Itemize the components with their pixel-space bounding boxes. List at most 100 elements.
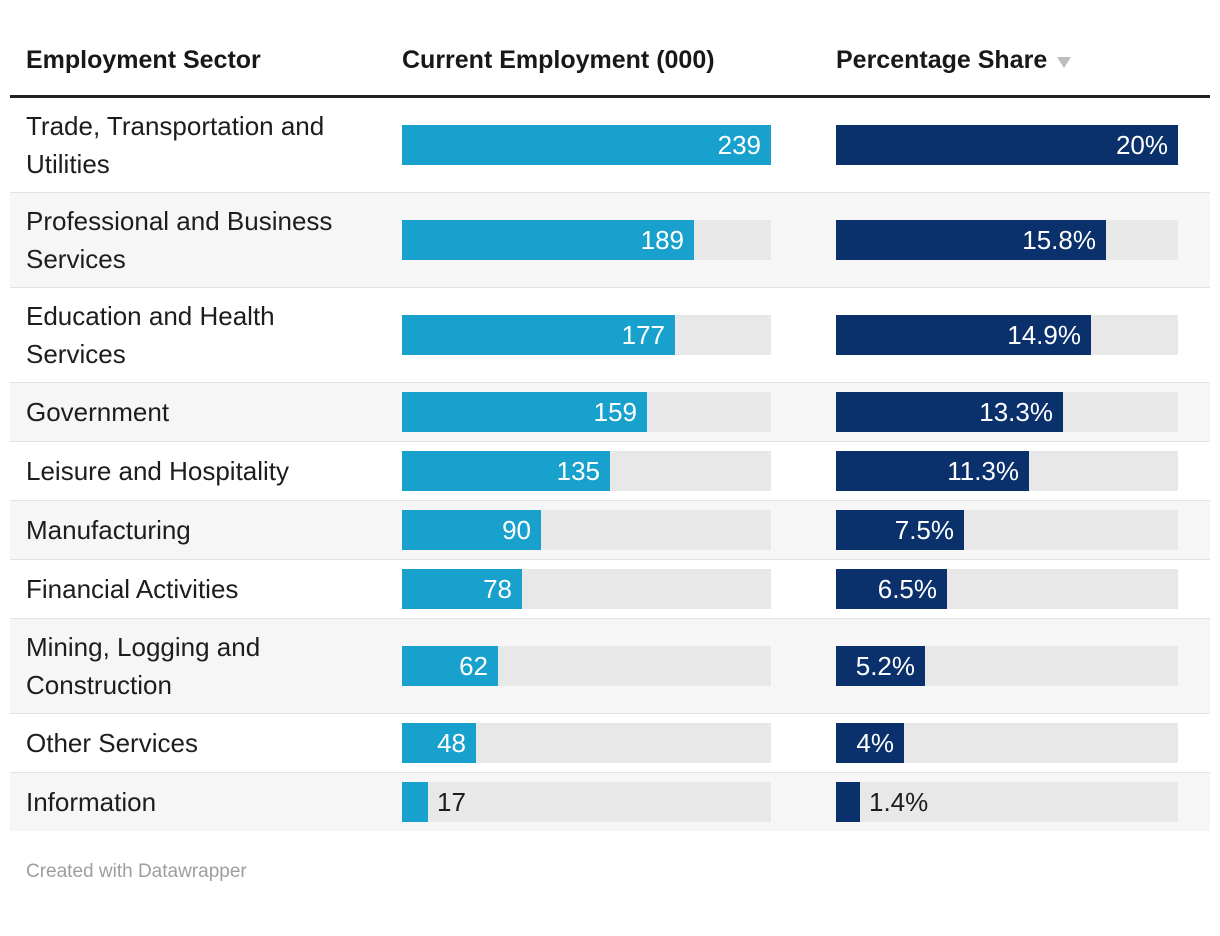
table-row: Professional and Business Services 189 1… [10,192,1210,287]
employment-cell: 62 [386,646,820,686]
table-row: Leisure and Hospitality 135 11.3% [10,441,1210,500]
employment-bar: 239 [402,125,771,165]
share-bar-track: 15.8% [836,220,1178,260]
employment-bar-track: 159 [402,392,771,432]
share-value: 14.9% [1007,319,1081,350]
employment-bar: 177 [402,315,675,355]
employment-bar-track: 189 [402,220,771,260]
employment-bar: 135 [402,451,610,491]
sector-label: Other Services [26,728,198,758]
employment-cell: 239 [386,125,820,165]
employment-bar: 90 [402,510,541,550]
share-bar-track: 20% [836,125,1178,165]
sector-label: Manufacturing [26,515,191,545]
employment-cell: 159 [386,392,820,432]
table-header: Employment Sector Current Employment (00… [10,0,1210,98]
table-row: Education and Health Services 177 14.9% [10,287,1210,382]
share-value: 13.3% [979,396,1053,427]
column-header-share[interactable]: Percentage Share [820,45,1210,95]
share-cell: 15.8% [820,220,1210,260]
share-bar-track: 14.9% [836,315,1178,355]
employment-bar [402,782,428,822]
share-cell: 20% [820,125,1210,165]
share-cell: 6.5% [820,569,1210,609]
share-bar-track: 1.4% [836,782,1178,822]
employment-cell: 17 [386,782,820,822]
employment-value: 177 [621,319,665,350]
employment-cell: 189 [386,220,820,260]
column-header-share-label: Percentage Share [836,46,1048,74]
employment-value: 189 [640,224,684,255]
employment-bar-track: 177 [402,315,771,355]
employment-bar: 62 [402,646,498,686]
share-bar-track: 7.5% [836,510,1178,550]
share-value: 11.3% [947,455,1019,486]
share-cell: 1.4% [820,782,1210,822]
share-bar: 15.8% [836,220,1106,260]
table-row: Government 159 13.3% [10,382,1210,441]
table-row: Information 17 1.4% [10,772,1210,831]
employment-bar-track: 90 [402,510,771,550]
share-bar: 7.5% [836,510,964,550]
share-cell: 11.3% [820,451,1210,491]
share-value: 4% [856,727,894,758]
employment-bar: 189 [402,220,694,260]
employment-cell: 78 [386,569,820,609]
column-header-sector[interactable]: Employment Sector [26,46,261,74]
sector-label: Trade, Transportation and Utilities [26,111,325,179]
share-cell: 14.9% [820,315,1210,355]
employment-value: 48 [437,727,466,758]
employment-bar-track: 78 [402,569,771,609]
share-value: 7.5% [894,514,954,545]
employment-cell: 90 [386,510,820,550]
share-bar: 5.2% [836,646,925,686]
employment-bar-track: 62 [402,646,771,686]
table-row: Trade, Transportation and Utilities 239 … [10,98,1210,192]
employment-cell: 48 [386,723,820,763]
share-bar: 11.3% [836,451,1029,491]
sector-label: Financial Activities [26,574,239,604]
employment-value-outside: 17 [437,786,466,817]
sector-label: Education and Health Services [26,301,275,369]
share-value: 15.8% [1022,224,1096,255]
share-bar-track: 4% [836,723,1178,763]
employment-bar: 78 [402,569,522,609]
share-bar-track: 5.2% [836,646,1178,686]
share-bar: 6.5% [836,569,947,609]
table-row: Other Services 48 4% [10,713,1210,772]
employment-bar: 159 [402,392,647,432]
share-bar: 13.3% [836,392,1063,432]
sector-label: Leisure and Hospitality [26,456,290,486]
employment-value: 239 [717,129,761,160]
share-bar: 14.9% [836,315,1091,355]
share-value-outside: 1.4% [869,786,929,817]
share-cell: 4% [820,723,1210,763]
employment-cell: 135 [386,451,820,491]
attribution-link[interactable]: Created with Datawrapper [26,861,247,882]
sector-label: Mining, Logging and Construction [26,632,261,700]
employment-bar-track: 135 [402,451,771,491]
share-cell: 5.2% [820,646,1210,686]
table-footer: Created with Datawrapper [10,861,1210,883]
employment-cell: 177 [386,315,820,355]
employment-value: 78 [483,573,512,604]
sort-desc-icon [1057,57,1072,68]
share-bar-track: 11.3% [836,451,1178,491]
share-bar-track: 6.5% [836,569,1178,609]
table-row: Manufacturing 90 7.5% [10,500,1210,559]
sector-label: Professional and Business Services [26,206,333,274]
table-body: Trade, Transportation and Utilities 239 … [10,98,1210,831]
share-value: 6.5% [877,573,937,604]
employment-value: 62 [459,650,488,681]
employment-value: 135 [556,455,600,486]
sector-label: Government [26,397,170,427]
table-row: Mining, Logging and Construction 62 5.2% [10,618,1210,713]
share-bar-track: 13.3% [836,392,1178,432]
employment-bar-track: 48 [402,723,771,763]
column-header-employment[interactable]: Current Employment (000) [402,46,715,74]
share-bar: 4% [836,723,904,763]
employment-value: 159 [593,396,637,427]
employment-bar-track: 239 [402,125,771,165]
sector-label: Information [26,787,157,817]
employment-value: 90 [502,514,531,545]
